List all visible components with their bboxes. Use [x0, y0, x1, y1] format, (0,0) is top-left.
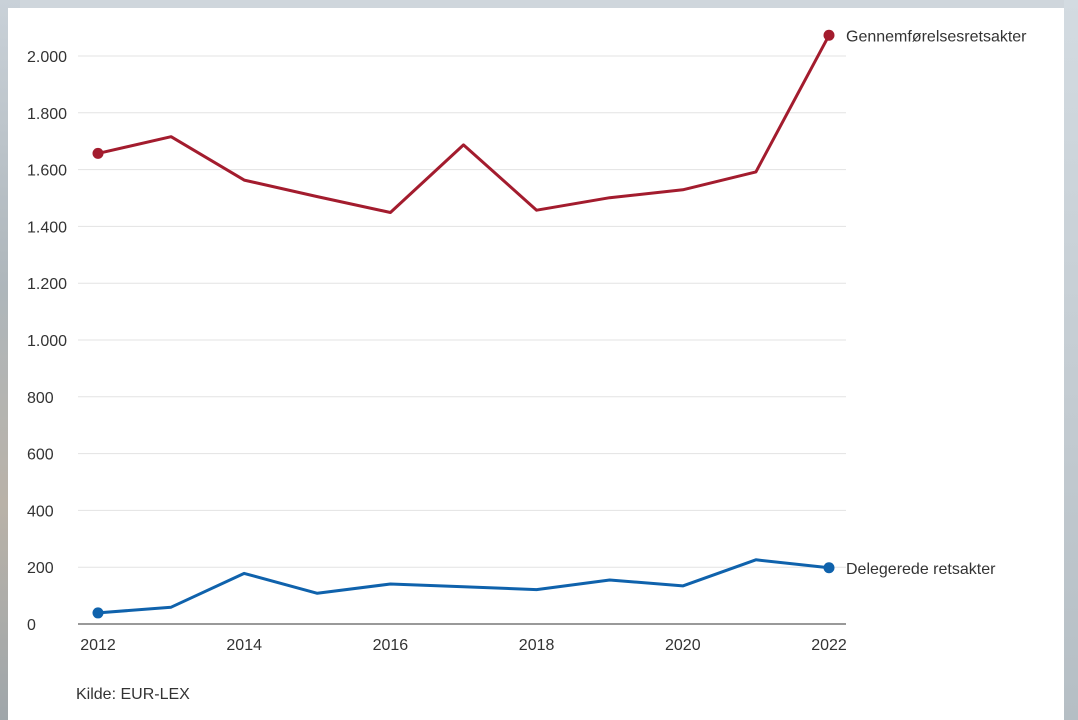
series-label-0: Gennemførelsesretsakter	[846, 28, 1027, 45]
x-tick-label-3: 2018	[519, 637, 555, 654]
source-note: Kilde: EUR-LEX	[76, 686, 190, 703]
y-tick-label-1: 200	[27, 560, 54, 577]
y-tick-label-3: 600	[27, 447, 54, 464]
x-tick-label-5: 2022	[811, 637, 847, 654]
series-label-1: Delegerede retsakter	[846, 561, 996, 578]
y-tick-label-6: 1.200	[27, 276, 67, 293]
y-tick-label-9: 1.800	[27, 106, 67, 123]
y-tick-label-8: 1.600	[27, 163, 67, 180]
y-tick-label-5: 1.000	[27, 333, 67, 350]
y-tick-label-2: 400	[27, 503, 54, 520]
x-tick-label-0: 2012	[80, 637, 116, 654]
x-tick-label-4: 2020	[665, 637, 701, 654]
gridlines	[78, 55, 846, 568]
x-tick-label-2: 2016	[373, 637, 409, 654]
y-tick-label-10: 2.000	[27, 49, 67, 66]
y-tick-label-4: 800	[27, 390, 54, 407]
series-lines	[92, 29, 835, 619]
y-axis-ticks: 0 200 400 600 800 1.000 1.200 1.400 1.600 1.800 2.…	[27, 49, 67, 634]
series-line-1	[96, 558, 831, 615]
series-end-point-0	[823, 29, 835, 41]
x-axis-ticks: 2012 2014 2016 2018 2020 2022	[80, 637, 847, 654]
series-start-point-0	[92, 147, 104, 159]
y-tick-label-7: 1.400	[27, 219, 67, 236]
series-labels: Gennemførelsesretsakter Delegerede retsak…	[846, 28, 1027, 578]
y-tick-label-0: 0	[27, 617, 36, 634]
series-end-point-1	[823, 562, 835, 574]
x-tick-label-1: 2014	[226, 637, 262, 654]
series-start-point-1	[92, 607, 104, 619]
background-strip-right	[1064, 0, 1078, 720]
series-line-0	[96, 33, 831, 214]
